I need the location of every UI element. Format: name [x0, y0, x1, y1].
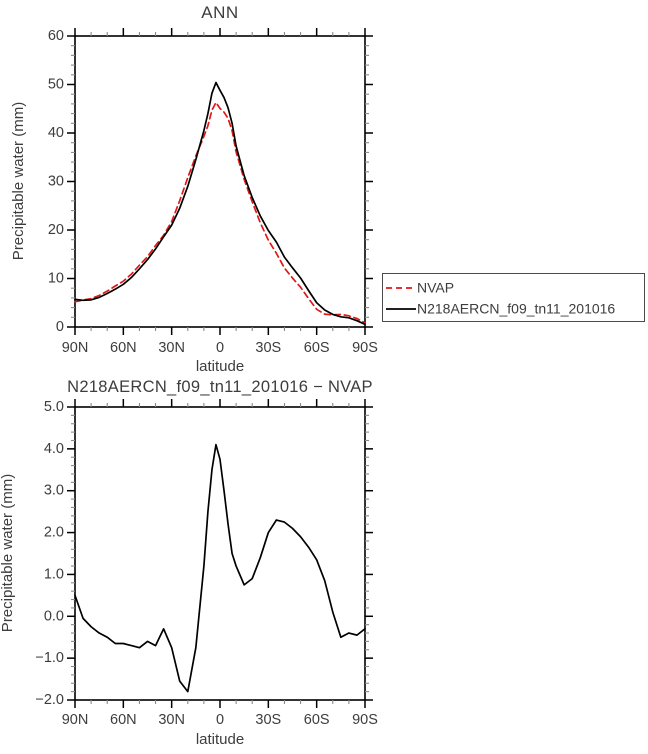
legend-label-model: N218AERCN_f09_tn11_201016	[417, 301, 615, 317]
x-tick-label: 90N	[62, 340, 89, 356]
series-line-n218aercn-f09-tn11-201016	[74, 81, 366, 326]
y-tick-label: −2.0	[35, 692, 64, 708]
y-tick-label: 30	[48, 174, 64, 190]
y-tick-label: 4.0	[44, 441, 64, 457]
panel2-axes: 90N 60N 30N 0 30S 60S 90S −2.0 −1.0 0.0 1.0 2.0 3.0 4…	[35, 399, 378, 728]
y-tick-label: 50	[48, 77, 64, 93]
x-tick-label: 0	[216, 340, 224, 356]
plot-frame	[74, 406, 366, 701]
panel2-x-axis-label: latitude	[196, 731, 244, 748]
y-tick-label: 5.0	[44, 399, 64, 415]
x-tick-label: 30N	[158, 712, 185, 728]
y-tick-label: 0	[56, 319, 64, 335]
x-tick-label: 30N	[158, 340, 185, 356]
x-tick-label: 60N	[110, 340, 137, 356]
x-tick-label: 90N	[62, 712, 89, 728]
x-tick-label: 0	[216, 712, 224, 728]
y-tick-label: 20	[48, 222, 64, 238]
x-tick-label: 60S	[304, 712, 330, 728]
legend-box	[382, 273, 645, 322]
y-tick-label: −1.0	[35, 650, 64, 666]
panel1-x-axis-label: latitude	[196, 358, 244, 375]
legend-label-nvap: NVAP	[417, 280, 454, 296]
panel1-series	[74, 81, 366, 326]
x-tick-label: 90S	[352, 712, 378, 728]
y-tick-label: 40	[48, 125, 64, 141]
legend: NVAP N218AERCN_f09_tn11_201016	[382, 273, 645, 322]
panel1-title: ANN	[201, 3, 238, 22]
x-tick-label: 30S	[255, 340, 281, 356]
x-tick-label: 60N	[110, 712, 137, 728]
panel1-axes: 90N 60N 30N 0 30S 60S 90S 0 10 20 30 40 50 60	[48, 28, 378, 356]
y-tick-label: 1.0	[44, 566, 64, 582]
y-tick-label: 60	[48, 28, 64, 44]
x-tick-label: 30S	[255, 712, 281, 728]
panel2-y-axis-label: Precipitable water (mm)	[0, 474, 16, 632]
series-line-nvap	[74, 101, 366, 324]
y-tick-label: 3.0	[44, 483, 64, 499]
panel2-series	[74, 443, 366, 693]
x-tick-label: 90S	[352, 340, 378, 356]
y-tick-label: 2.0	[44, 525, 64, 541]
x-tick-label: 60S	[304, 340, 330, 356]
y-tick-label: 10	[48, 271, 64, 287]
panel1-y-axis-label: Precipitable water (mm)	[10, 102, 27, 260]
plot-frame	[74, 35, 366, 328]
y-tick-label: 0.0	[44, 608, 64, 624]
series-line-difference	[74, 443, 366, 693]
panel2-title: N218AERCN_f09_tn11_201016 − NVAP	[67, 378, 373, 396]
